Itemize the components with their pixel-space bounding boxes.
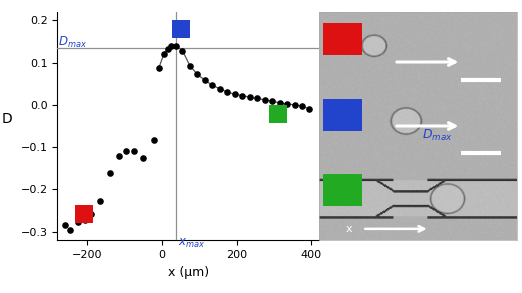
Point: [238, 93, 246, 98]
Bar: [323, 174, 362, 206]
Text: x: x: [346, 224, 352, 234]
Y-axis label: D: D: [2, 112, 12, 126]
Point: [208, 83, 217, 88]
Point: [253, 96, 262, 101]
Point: [193, 72, 201, 77]
Point: [290, 103, 299, 107]
Point: [115, 153, 123, 158]
Point: [96, 199, 104, 204]
Text: $D_{max}$: $D_{max}$: [422, 127, 453, 143]
Text: $x_{max}$: $x_{max}$: [179, 237, 206, 250]
Point: [201, 78, 209, 83]
Point: [276, 100, 284, 105]
Bar: [323, 98, 362, 131]
Point: [61, 223, 69, 228]
Point: [167, 44, 175, 49]
Point: [186, 64, 194, 68]
Point: [260, 97, 269, 102]
Point: [274, 112, 282, 117]
Point: [298, 104, 306, 108]
Point: [163, 47, 172, 51]
Point: [74, 220, 82, 225]
Point: [79, 211, 88, 216]
X-axis label: x (μm): x (μm): [168, 265, 209, 279]
Point: [172, 43, 180, 48]
Point: [81, 218, 90, 222]
Point: [268, 99, 276, 104]
Point: [245, 95, 254, 100]
Point: [160, 52, 168, 56]
Text: $D_{max}$: $D_{max}$: [58, 35, 87, 50]
Point: [155, 65, 163, 70]
Point: [223, 90, 231, 94]
Point: [130, 148, 138, 153]
Point: [305, 107, 314, 111]
Point: [87, 212, 95, 216]
Point: [66, 227, 75, 232]
Point: [231, 92, 239, 97]
Point: [216, 86, 224, 91]
Point: [150, 137, 159, 142]
Point: [105, 171, 114, 176]
Bar: [323, 23, 362, 55]
Point: [283, 102, 291, 106]
Point: [177, 27, 185, 32]
Point: [179, 48, 187, 53]
Point: [122, 149, 130, 154]
Point: [139, 155, 148, 160]
